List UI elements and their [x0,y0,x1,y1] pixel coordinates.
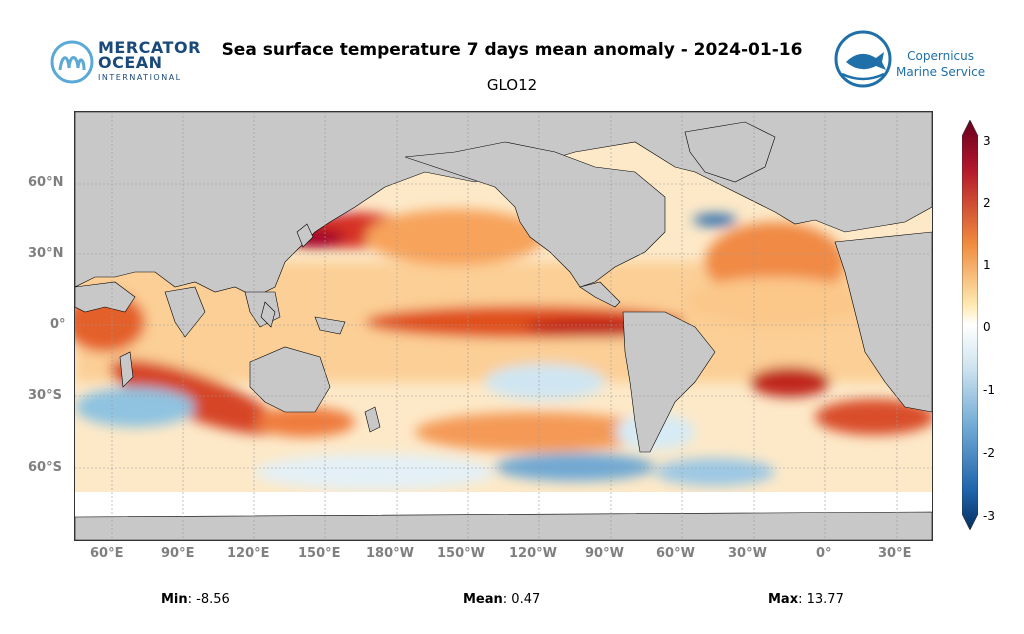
lon-label-0: 0° [816,546,832,561]
colorbar-tick-2: 2 [983,196,991,210]
map-canvas [75,112,932,540]
colorbar-tick-3: 3 [983,134,991,148]
colorbar-tick-neg2: -2 [983,446,995,460]
lon-label-90w: 90°W [585,546,624,561]
mercator-wordmark: MERCATOR OCEAN INTERNATIONAL [98,38,201,83]
lon-label-90e: 90°E [161,546,195,561]
fish-emblem-icon [834,30,892,88]
lon-label-180w: 180°W [366,546,414,561]
colorbar-tick-1: 1 [983,258,991,272]
stat-min: Min: -8.56 [161,592,230,607]
lon-label-150w: 150°W [437,546,485,561]
colorbar-tick-neg3: -3 [983,509,995,523]
lon-label-120w: 120°W [509,546,557,561]
lon-label-60e: 60°E [90,546,124,561]
land-masses [75,112,932,540]
colorbar-tick-neg1: -1 [983,383,995,397]
lat-label-60n: 60°N [28,175,64,190]
copernicus-marine-logo: Copernicus Marine Service [834,30,1004,90]
colorbar-tick-0: 0 [983,320,991,334]
colorbar [962,120,978,530]
lat-label-30s: 30°S [28,388,62,403]
lat-label-30n: 30°N [28,246,64,261]
lon-label-60w: 60°W [656,546,695,561]
stat-max: Max: 13.77 [768,592,844,607]
lat-label-0: 0° [50,317,66,332]
mercator-ocean-logo: MERCATOR OCEAN INTERNATIONAL [50,38,200,86]
lat-label-60s: 60°S [28,460,62,475]
lon-label-30w: 30°W [728,546,767,561]
sst-anomaly-map[interactable] [74,111,933,541]
stat-mean: Mean: 0.47 [463,592,541,607]
mercator-emblem-icon [50,40,94,84]
map-title: Sea surface temperature 7 days mean anom… [221,40,803,60]
colorbar-gradient [962,120,978,530]
lon-label-120e: 120°E [227,546,270,561]
graticule [75,112,932,540]
map-subtitle: GLO12 [486,76,538,94]
lon-label-150e: 150°E [298,546,341,561]
lon-label-30e: 30°E [878,546,912,561]
copernicus-wordmark: Copernicus Marine Service [896,49,986,79]
